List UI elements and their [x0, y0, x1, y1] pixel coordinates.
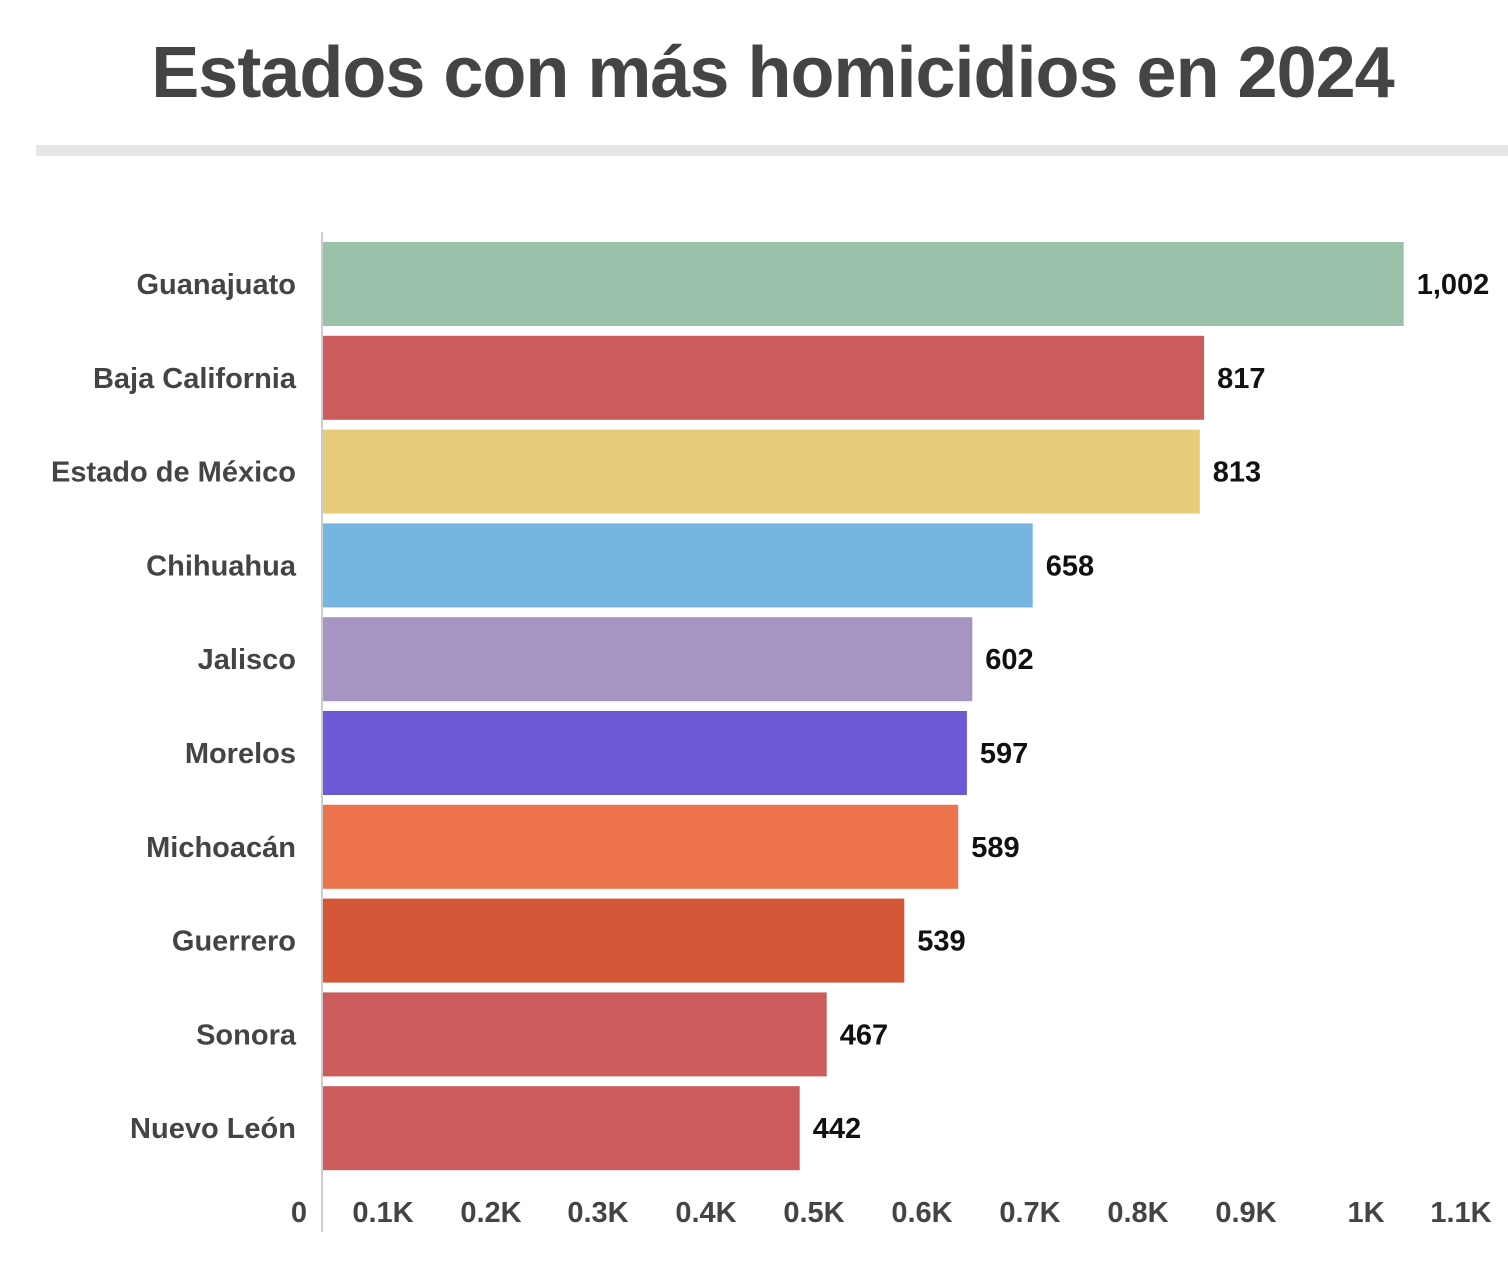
- x-axis-ticks: 0 0.1K 0.2K 0.3K 0.4K 0.5K 0.6K 0.7K 0.8K 0.9K 1K 1…: [291, 1197, 1492, 1229]
- category-label: Michoacán: [146, 832, 296, 864]
- title-divider: [36, 145, 1508, 156]
- bar: [323, 1086, 800, 1171]
- chart-title: Estados con más homicidios en 2024: [151, 33, 1394, 113]
- bar: [323, 523, 1033, 608]
- x-tick-label: 1.1K: [1430, 1197, 1491, 1229]
- x-tick-label: 0: [291, 1197, 307, 1229]
- category-label: Estado de México: [51, 457, 296, 489]
- category-label: Sonora: [196, 1019, 297, 1051]
- data-label: 1,002: [1417, 269, 1490, 301]
- category-label: Jalisco: [198, 644, 296, 676]
- category-label: Chihuahua: [146, 550, 297, 582]
- x-tick-label: 0.5K: [783, 1197, 844, 1229]
- x-tick-label: 0.9K: [1215, 1197, 1276, 1229]
- category-label: Baja California: [93, 363, 297, 395]
- bar: [323, 242, 1404, 326]
- bar: [323, 335, 1205, 420]
- data-label: 658: [1046, 550, 1094, 582]
- bar: [323, 992, 827, 1077]
- x-tick-label: 0.1K: [352, 1197, 413, 1229]
- bar: [323, 429, 1200, 514]
- category-label: Guanajuato: [136, 269, 296, 301]
- bars-layer: Guanajuato 1,002 Baja California 817 Estado …: [51, 242, 1490, 1171]
- bar: [323, 711, 967, 795]
- data-label: 589: [971, 832, 1019, 864]
- data-label: 813: [1213, 457, 1261, 489]
- x-tick-label: 0.8K: [1107, 1197, 1168, 1229]
- bar: [323, 617, 973, 702]
- x-tick-label: 0.7K: [999, 1197, 1060, 1229]
- x-tick-label: 0.3K: [567, 1197, 628, 1229]
- data-label: 442: [813, 1113, 861, 1145]
- category-label: Guerrero: [172, 926, 296, 958]
- data-label: 539: [917, 926, 965, 958]
- x-tick-label: 0.6K: [891, 1197, 952, 1229]
- data-label: 597: [980, 738, 1028, 770]
- data-label: 467: [840, 1019, 888, 1051]
- x-tick-label: 1K: [1347, 1197, 1384, 1229]
- category-label: Morelos: [185, 738, 296, 770]
- bar: [323, 804, 959, 889]
- x-tick-label: 0.2K: [460, 1197, 521, 1229]
- data-label: 817: [1217, 363, 1265, 395]
- x-tick-label: 0.4K: [675, 1197, 736, 1229]
- data-label: 602: [985, 644, 1033, 676]
- bar: [323, 898, 905, 983]
- category-label: Nuevo León: [130, 1113, 296, 1145]
